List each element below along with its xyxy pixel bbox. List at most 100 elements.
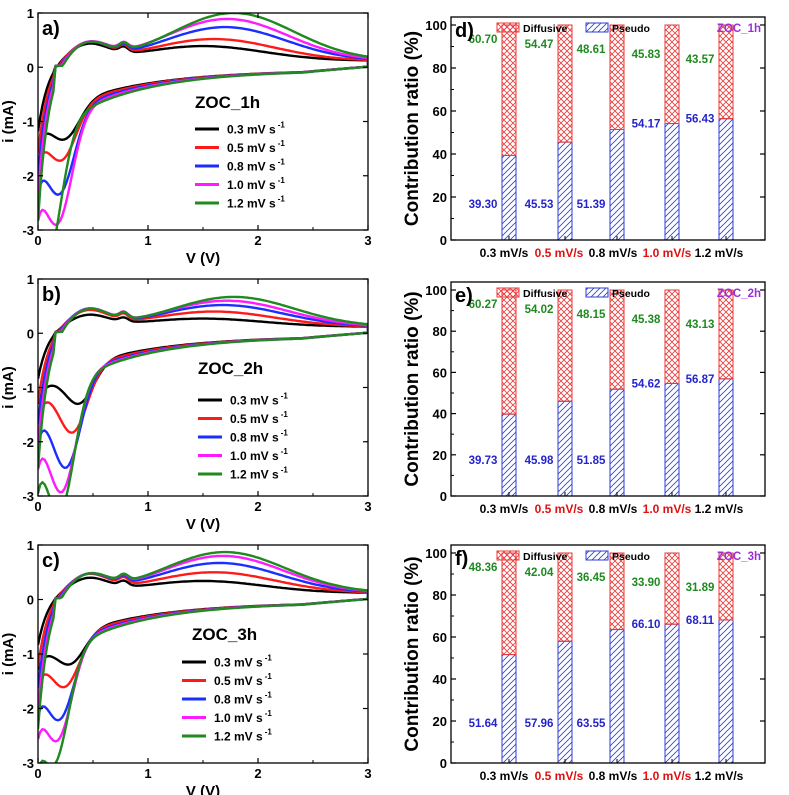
bar-diffusive <box>557 289 573 402</box>
bar-pseudo <box>664 382 680 497</box>
cv-y-axis-label: i (mA) <box>0 100 17 143</box>
cv-curves <box>38 295 368 496</box>
cv-x-tick-label: 2 <box>254 233 261 248</box>
cv-legend-label: 0.8 mV s <box>214 693 263 707</box>
cv-legend-exponent: -1 <box>281 429 289 438</box>
bar-y-tick-label: 80 <box>433 588 447 603</box>
cv-legend-exponent: -1 <box>265 654 273 663</box>
bar-diffusive <box>664 289 680 384</box>
legend-label-pseudo: Pseudo <box>612 551 650 563</box>
bar-y-tick-label: 0 <box>440 756 447 771</box>
cv-legend-label: 0.8 mV s <box>230 431 279 445</box>
bar-label-diffusive: 36.45 <box>577 572 606 584</box>
bar-pseudo <box>557 400 573 497</box>
bar-label-diffusive: 48.36 <box>469 562 498 574</box>
legend-label-diffusive: Diffusive <box>523 288 568 300</box>
legend-swatch-pseudo <box>585 22 609 33</box>
cv-y-tick-label: -1 <box>22 647 34 662</box>
bar-x-tick-label: 0.8 mV/s <box>589 769 638 783</box>
cv-legend-exponent: -1 <box>278 139 286 148</box>
bar-diffusive <box>501 24 517 157</box>
bar-panel-d: 39.30 60.70 45.53 54.47 51.39 48.61 54.17 45.83… <box>402 16 766 260</box>
cv-legend-label: 1.2 mV s <box>214 730 263 744</box>
bar-label-diffusive: 43.57 <box>686 54 715 66</box>
cv-legend-exponent: -1 <box>265 709 273 718</box>
bar-label-pseudo: 39.30 <box>469 199 498 211</box>
cv-x-tick-label: 0 <box>34 233 41 248</box>
bar-pseudo <box>664 123 680 241</box>
bar-x-tick-label: 1.0 mV/s <box>643 769 692 783</box>
bar-x-tick-label: 1.2 mV/s <box>695 246 744 260</box>
bar-x-tick-label: 1.2 mV/s <box>695 769 744 783</box>
bar-pseudo <box>557 640 573 764</box>
bar-x-tick-label: 0.3 mV/s <box>480 502 529 516</box>
cv-x-tick-label: 3 <box>364 766 371 781</box>
cv-legend-exponent: -1 <box>278 121 286 130</box>
cv-legend-label: 1.0 mV s <box>230 449 279 463</box>
cv-y-axis-label: i (mA) <box>0 633 17 676</box>
bar-label-pseudo: 51.64 <box>469 718 498 730</box>
cv-legend-exponent: -1 <box>265 691 273 700</box>
cv-y-tick-label: 0 <box>27 60 34 75</box>
bar-y-tick-label: 0 <box>440 489 447 504</box>
bar-y-tick-label: 60 <box>433 365 447 380</box>
cv-x-tick-label: 0 <box>34 766 41 781</box>
bar-pseudo <box>501 155 517 241</box>
bar-label-pseudo: 45.53 <box>525 199 554 211</box>
cv-legend-exponent: -1 <box>278 158 286 167</box>
cv-y-tick-label: 0 <box>27 326 34 341</box>
bar-axes-frame <box>450 16 766 241</box>
cv-y-tick-label: -3 <box>22 756 34 771</box>
bar-diffusive <box>501 552 517 656</box>
bar-diffusive <box>718 289 734 380</box>
cv-panel-b: 0 1 2 310-1-2-3V (V)i (mA)b)ZOC_2h0.3 mV s-… <box>0 272 372 533</box>
bar-label-diffusive: 45.83 <box>632 49 661 61</box>
legend-swatch-pseudo <box>585 287 609 298</box>
bar-x-tick-label: 0.8 mV/s <box>589 246 638 260</box>
bar-panel-f: 51.64 48.36 57.96 42.04 63.55 36.45 66.10 33.90… <box>402 544 766 783</box>
bar-label-diffusive: 48.61 <box>577 44 606 56</box>
legend-swatch-diffusive <box>496 22 520 33</box>
bar-x-tick-label: 0.5 mV/s <box>535 769 584 783</box>
bar-x-tick-label: 1.0 mV/s <box>643 246 692 260</box>
bar-y-tick-label: 100 <box>425 546 447 561</box>
bar-x-tick-label: 0.3 mV/s <box>480 769 529 783</box>
cv-y-tick-label: -2 <box>22 702 34 717</box>
bar-y-tick-label: 20 <box>433 190 447 205</box>
bar-pseudo <box>557 141 573 241</box>
bar-label-pseudo: 56.43 <box>686 114 715 126</box>
bar-label-pseudo: 54.62 <box>632 378 661 390</box>
cv-curve-s12 <box>38 295 368 496</box>
bar-y-tick-label: 40 <box>433 407 447 422</box>
bar-pseudo <box>609 129 625 241</box>
cv-legend-label: 1.0 mV s <box>227 178 276 192</box>
cv-x-tick-label: 2 <box>254 499 261 514</box>
bar-pseudo <box>664 623 680 764</box>
bar-label-diffusive: 60.70 <box>469 34 498 46</box>
bar-y-tick-label: 80 <box>433 324 447 339</box>
cv-legend-exponent: -1 <box>278 176 286 185</box>
cv-curves <box>38 13 368 230</box>
bar-label-diffusive: 48.15 <box>577 309 606 321</box>
bar-panel-letter: d) <box>455 20 474 42</box>
bar-y-tick-label: 40 <box>433 672 447 687</box>
bar-label-pseudo: 51.85 <box>577 455 606 467</box>
bar-diffusive <box>609 24 625 131</box>
cv-x-axis-label: V (V) <box>186 783 220 795</box>
legend-swatch-diffusive <box>496 287 520 298</box>
bar-y-tick-label: 100 <box>425 18 447 33</box>
bar-panel-letter: f) <box>455 548 468 570</box>
cv-y-tick-label: -1 <box>22 381 34 396</box>
bar-label-pseudo: 63.55 <box>577 718 606 730</box>
cv-legend-label: 0.5 mV s <box>230 412 279 426</box>
cv-sample-label: ZOC_3h <box>192 625 257 644</box>
cv-sample-label: ZOC_2h <box>198 359 263 378</box>
bar-pseudo <box>718 378 734 497</box>
bar-y-tick-label: 80 <box>433 61 447 76</box>
bar-diffusive <box>664 552 680 625</box>
bar-x-tick-label: 1.2 mV/s <box>695 502 744 516</box>
cv-x-tick-label: 1 <box>144 233 151 248</box>
cv-y-tick-label: -2 <box>22 435 34 450</box>
cv-curve-s10 <box>38 554 368 743</box>
cv-y-tick-label: 1 <box>27 538 34 553</box>
